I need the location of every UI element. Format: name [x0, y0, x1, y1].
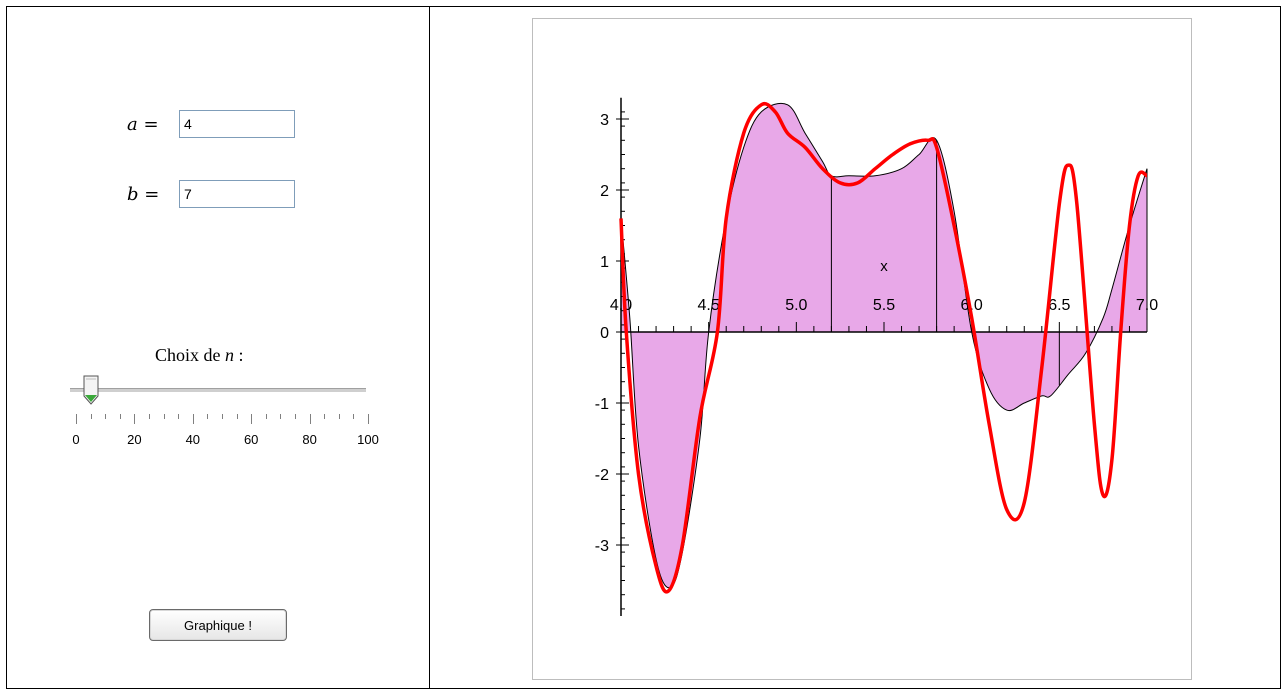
slider-tick-label: 60: [243, 432, 259, 447]
n-slider[interactable]: 0 20 40 60 80 100: [62, 370, 382, 450]
slider-tick: [251, 414, 253, 424]
x-tick-label: 5.5: [873, 297, 895, 314]
y-tick-label: 0: [600, 325, 609, 342]
x-tick-label: 6.0: [961, 297, 983, 314]
y-tick-label: 2: [600, 183, 609, 200]
slider-tick-label: 0: [72, 432, 80, 447]
y-tick-label: -2: [595, 467, 609, 484]
slider-tick: [105, 414, 107, 419]
slider-tick: [368, 414, 369, 424]
slider-tick-label: 100: [357, 432, 379, 447]
x-tick-label: 7.0: [1136, 297, 1158, 314]
shaded-area: [621, 103, 1147, 588]
slider-tick: [295, 414, 296, 419]
panel-divider: [429, 6, 430, 689]
slider-tick: [309, 414, 311, 424]
slider-tick-label: 20: [127, 432, 142, 447]
slider-tick: [280, 414, 282, 419]
x-tick-label: 6.5: [1048, 297, 1070, 314]
slider-tick: [353, 414, 355, 419]
slider-tick: [236, 414, 238, 419]
graph-button[interactable]: Graphique !: [149, 609, 287, 641]
y-tick-label: -1: [595, 396, 609, 413]
slider-tick: [178, 414, 180, 419]
y-tick-label: 1: [600, 254, 609, 271]
slider-tick: [90, 414, 92, 419]
slider-thumb-icon[interactable]: [83, 375, 99, 405]
controls-panel: a = b = Choix de n : 0 20 40 60 80 100 Graphi…: [7, 7, 428, 688]
param-a-label: a =: [127, 113, 159, 135]
slider-tick-label: 80: [302, 432, 317, 447]
plot-frame: 4.0 4.5 5.0 5.5 6.0 6.5 7.0 3 2 1 0 -1 -2 -3 x: [532, 18, 1192, 680]
param-b-label: b =: [127, 183, 160, 205]
slider-tick: [192, 414, 194, 424]
slider-tick: [149, 414, 150, 419]
n-choice-label: Choix de n :: [155, 345, 244, 365]
slider-tick: [207, 414, 209, 419]
slider-track[interactable]: [70, 388, 366, 393]
slider-tick: [265, 414, 267, 419]
slider-tick: [163, 414, 165, 419]
x-axis-label: x: [880, 258, 888, 275]
y-tick-label: 3: [600, 112, 609, 129]
slider-tick: [324, 414, 326, 419]
slider-tick: [134, 414, 136, 424]
slider-tick: [222, 414, 223, 419]
param-a-input[interactable]: [179, 110, 295, 138]
param-b-row: b =: [127, 178, 295, 210]
slider-tick: [76, 414, 77, 424]
y-tick-label: -3: [595, 538, 609, 555]
function-curve: [619, 101, 1148, 594]
slider-tick: [119, 414, 121, 419]
slider-tick-label: 40: [185, 432, 201, 447]
x-tick-label: 4.5: [698, 297, 720, 314]
slider-tick: [338, 414, 340, 419]
param-b-input[interactable]: [179, 180, 295, 208]
x-tick-label: 5.0: [785, 297, 807, 314]
param-a-row: a =: [127, 108, 295, 140]
